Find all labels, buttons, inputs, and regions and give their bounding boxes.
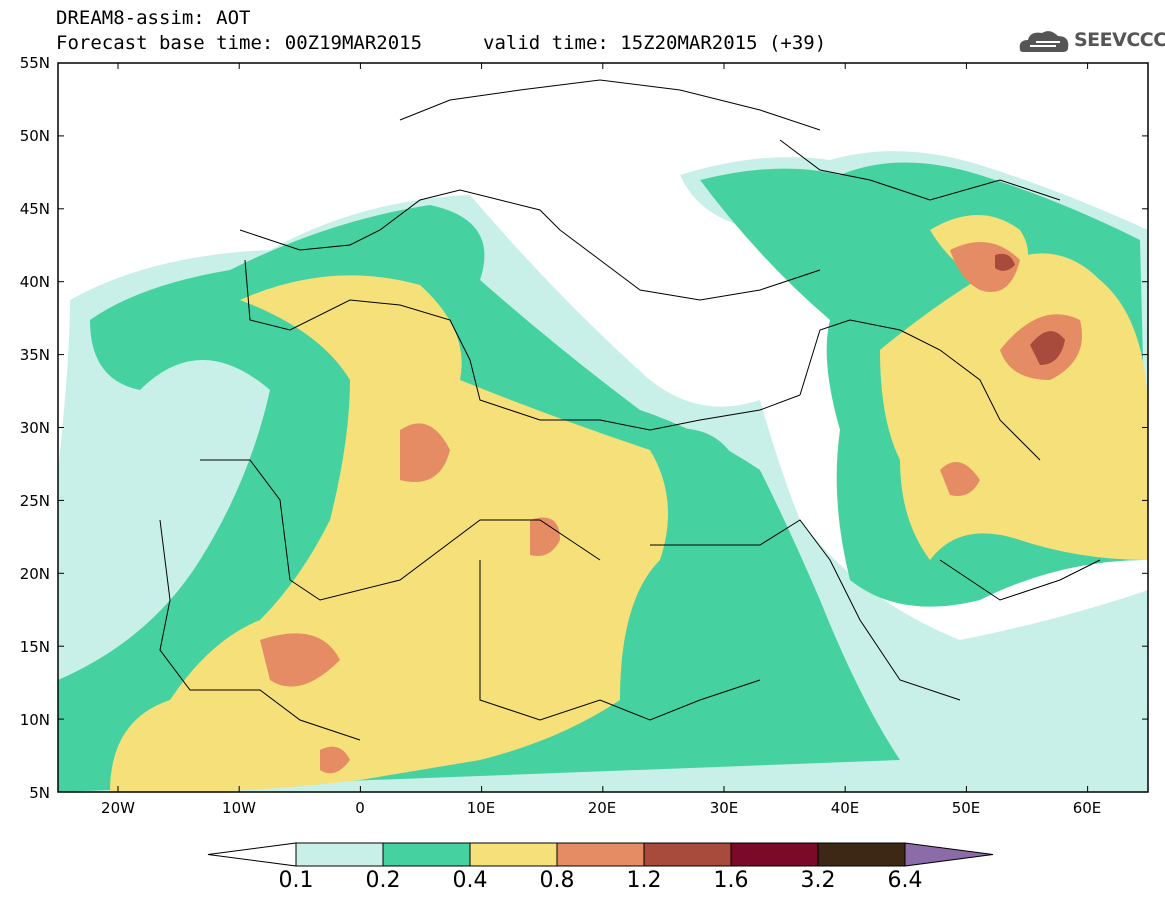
legend-label: 1.6 xyxy=(713,868,749,893)
legend-label: 0.8 xyxy=(539,868,575,893)
borders xyxy=(159,79,1101,741)
lon-label: 50E xyxy=(951,799,981,817)
lat-label: 40N xyxy=(19,273,50,291)
lat-label: 15N xyxy=(19,638,50,656)
lon-label: 10E xyxy=(466,799,496,817)
lat-label: 35N xyxy=(19,346,50,364)
lat-label: 45N xyxy=(19,200,50,218)
lon-label: 60E xyxy=(1072,799,1102,817)
lat-label: 10N xyxy=(19,711,50,729)
logo-text: SEEVCCC xyxy=(1074,29,1165,51)
lat-label: 20N xyxy=(19,565,50,583)
lon-label: 30E xyxy=(709,799,739,817)
title-model: DREAM8-assim: AOT xyxy=(56,7,251,29)
lat-label: 5N xyxy=(29,784,50,802)
lat-label: 30N xyxy=(19,419,50,437)
legend-label: 6.4 xyxy=(887,868,923,893)
lon-label: 0 xyxy=(355,799,365,817)
legend-label: 0.1 xyxy=(278,868,314,893)
legend-label: 0.2 xyxy=(365,868,401,893)
aot-band-1.2 xyxy=(995,253,1065,365)
lon-label: 20E xyxy=(587,799,617,817)
legend-label: 3.2 xyxy=(800,868,836,893)
lat-label: 25N xyxy=(19,492,50,510)
lon-label: 40E xyxy=(830,799,860,817)
title-valid-time: valid time: 15Z20MAR2015 (+39) xyxy=(483,32,827,54)
lon-label: 10W xyxy=(222,799,256,817)
title-base-time: Forecast base time: 00Z19MAR2015 xyxy=(56,32,423,54)
lon-label: 20W xyxy=(101,799,135,817)
legend-label: 0.4 xyxy=(452,868,488,893)
legend-label: 1.2 xyxy=(626,868,662,893)
lat-label: 50N xyxy=(19,127,50,145)
cloud-icon xyxy=(1019,31,1069,52)
lat-label: 55N xyxy=(19,54,50,72)
